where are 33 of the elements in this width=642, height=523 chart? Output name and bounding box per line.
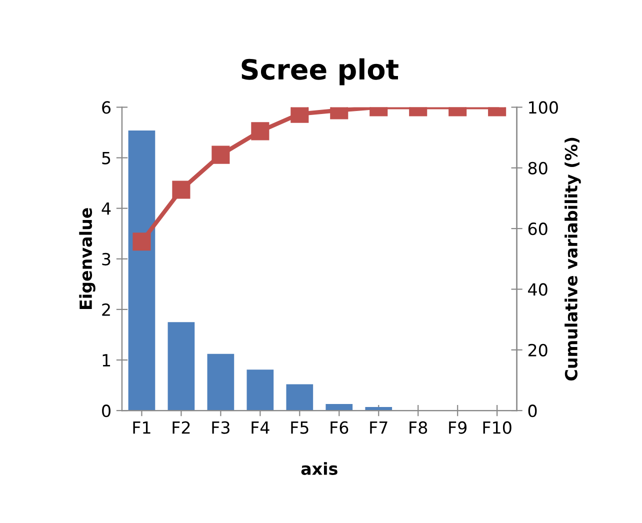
y2-tick-label: 20	[528, 344, 548, 356]
x-axis-title: axis	[301, 462, 338, 476]
y2-tick-label: 60	[528, 222, 548, 236]
y-tick-label: 0	[102, 404, 110, 418]
bar	[246, 370, 274, 411]
y-tick-label: 1	[102, 354, 110, 366]
y-tick-label: 3	[102, 252, 110, 266]
x-tick-label: F4	[252, 421, 270, 434]
y2-tick-label: 100	[529, 101, 558, 114]
x-tick-label: F10	[483, 421, 512, 434]
chart-title: Scree plot	[242, 58, 398, 86]
x-tick-label: F8	[410, 421, 428, 434]
x-tick-label: F3	[212, 421, 230, 434]
bar	[207, 354, 234, 411]
y-tick-label: 5	[102, 152, 110, 164]
x-tick-label: F7	[370, 421, 388, 434]
x-tick-label: F5	[291, 421, 308, 434]
x-tick-label: F1	[133, 421, 150, 434]
bar	[168, 322, 195, 411]
x-tick-label: F9	[449, 421, 467, 434]
y2-tick-label: 80	[528, 162, 548, 174]
y-tick-label: 6	[102, 101, 111, 114]
bar	[128, 130, 156, 411]
y2-tick-label: 40	[528, 283, 548, 296]
x-tick-label: F2	[172, 421, 190, 434]
y-tick-label: 2	[102, 303, 110, 316]
y-tick-label: 4	[102, 202, 111, 215]
bar	[326, 404, 353, 411]
bar	[286, 384, 314, 411]
x-tick-label: F6	[330, 421, 348, 434]
y2-axis-title: Cumulative variability (%)	[564, 138, 581, 380]
y2-tick-label: 0	[528, 404, 537, 418]
y-axis-title: Eigenvalue	[79, 208, 96, 309]
